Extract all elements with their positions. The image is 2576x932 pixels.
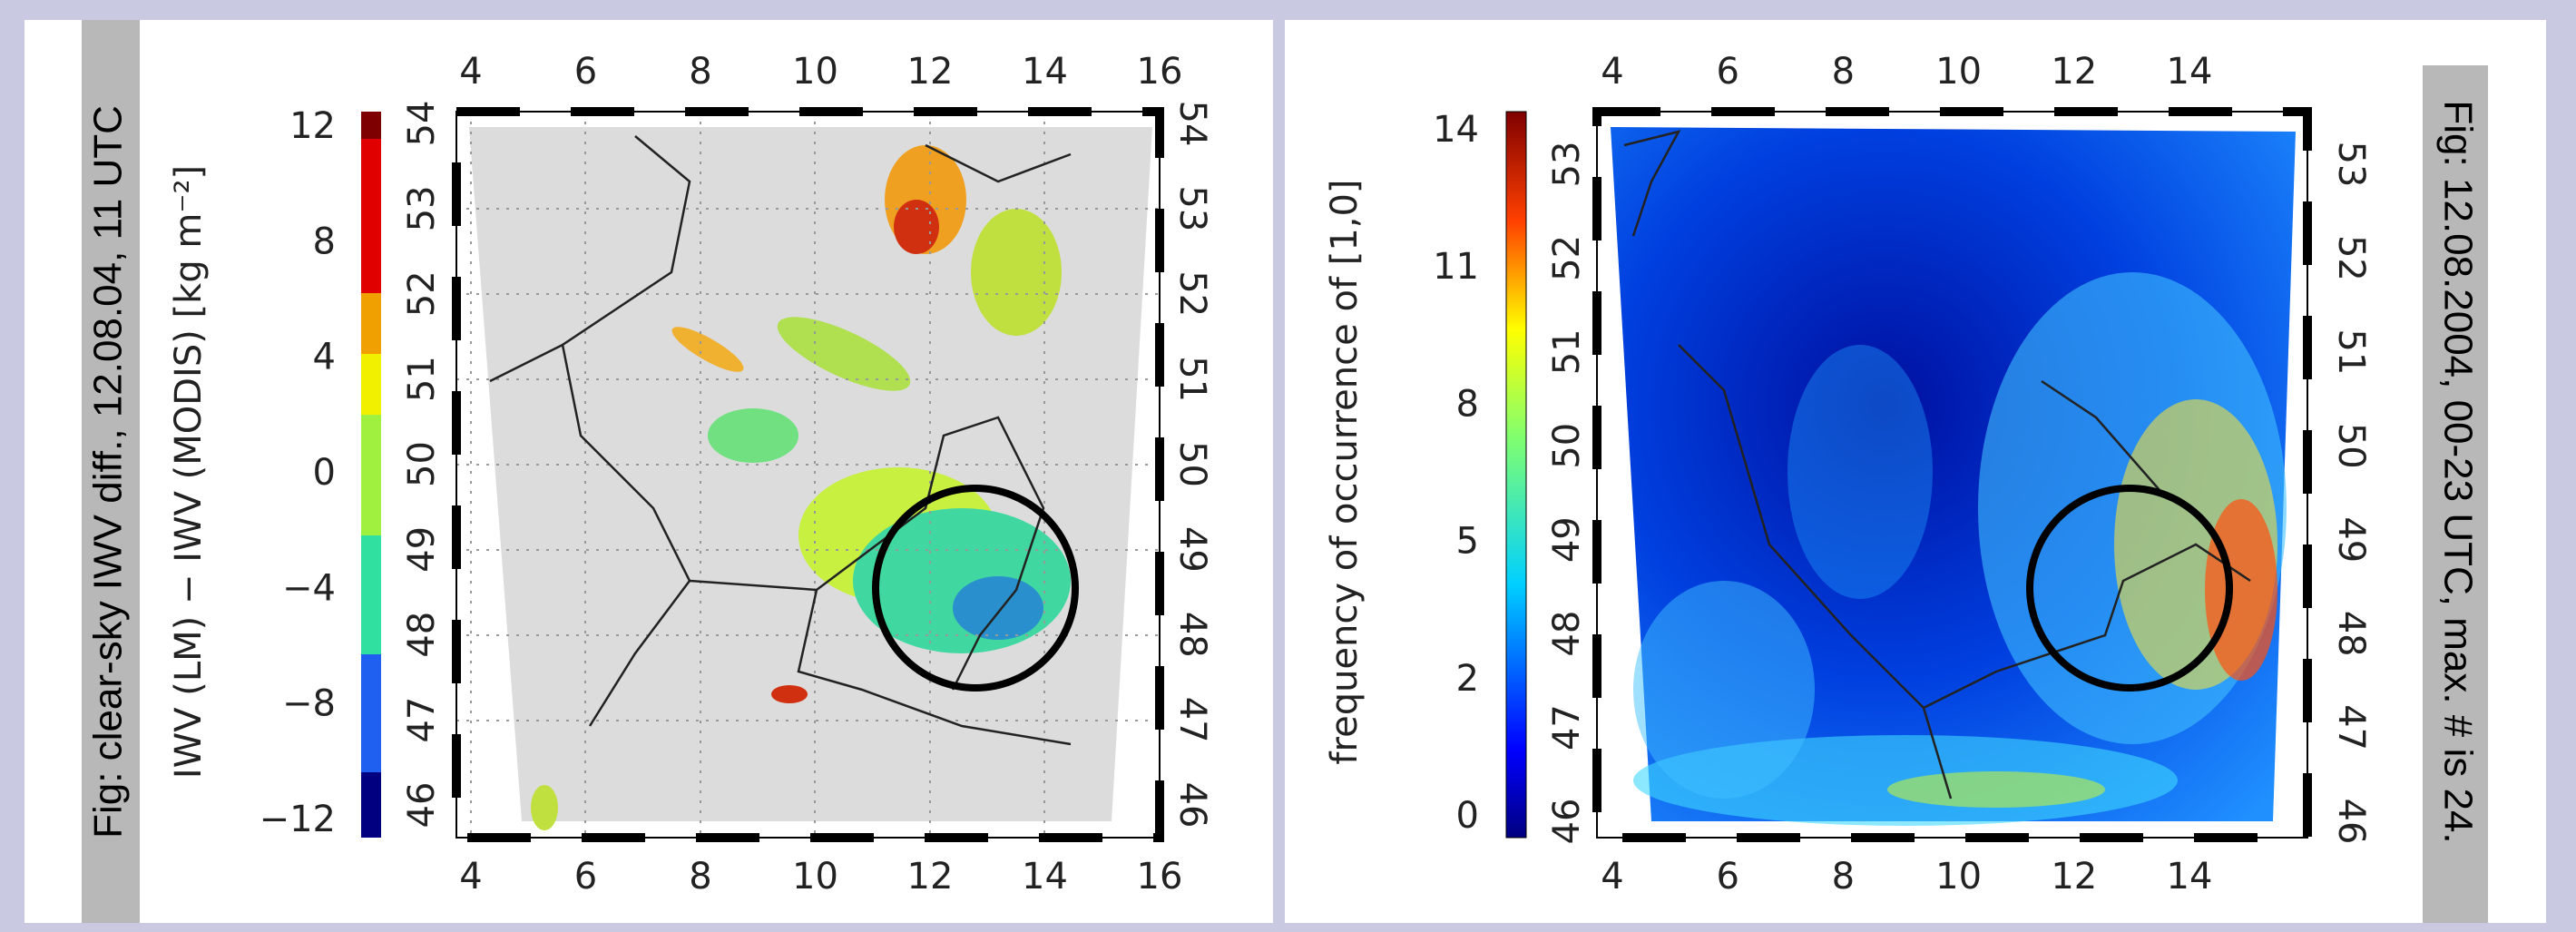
colorbar-tick-label: −8 — [282, 683, 336, 725]
lat-label: 47 — [1546, 704, 1588, 751]
colorbar-tick-label: 0 — [1456, 795, 1479, 837]
lat-label: 51 — [1171, 356, 1213, 402]
lon-label: 6 — [1716, 51, 1739, 93]
lon-label: 12 — [907, 51, 954, 93]
colorbar-tick-label: 12 — [289, 105, 336, 147]
map-left — [456, 112, 1160, 838]
colorbar-right — [1505, 111, 1527, 839]
lat-label: 54 — [401, 101, 443, 147]
colorbar-tick-label: 4 — [313, 337, 336, 378]
lon-label: 14 — [2167, 51, 2213, 93]
lon-label: 4 — [459, 51, 482, 93]
lat-label: 52 — [401, 270, 443, 317]
lon-label: 6 — [574, 51, 597, 93]
colorbar-tick-label: 8 — [313, 221, 336, 262]
lat-label: 54 — [1171, 101, 1213, 147]
colorbar-tick-label: 0 — [313, 452, 336, 494]
map-frame — [455, 111, 1161, 839]
lat-label: 52 — [1171, 270, 1213, 317]
lat-label: 48 — [401, 612, 443, 658]
lat-label: 47 — [1171, 697, 1213, 743]
lat-label: 53 — [1546, 142, 1588, 188]
lon-label: 6 — [1716, 856, 1739, 898]
lon-label: 10 — [1935, 51, 1982, 93]
map-right — [1611, 127, 2296, 826]
colorbar-label: frequency of occurrence of [1,0] — [1324, 179, 1366, 764]
lon-label: 10 — [1935, 856, 1982, 898]
lon-label: 12 — [2051, 51, 2097, 93]
lon-label: 12 — [2051, 856, 2097, 898]
lat-label: 47 — [401, 697, 443, 743]
colorbar-left — [361, 112, 381, 838]
lon-label: 6 — [574, 856, 597, 898]
lat-label: 51 — [401, 356, 443, 402]
lat-label: 50 — [1546, 423, 1588, 469]
lat-label: 50 — [1171, 441, 1213, 487]
lat-label: 46 — [1546, 799, 1588, 845]
lat-label: 53 — [2330, 142, 2372, 188]
lat-label: 46 — [1171, 782, 1213, 829]
lat-label: 51 — [2330, 329, 2372, 375]
lat-label: 51 — [1546, 329, 1588, 375]
figure-caption: Fig: clear-sky IWV diff., 12.08.04, 11 U… — [86, 105, 131, 839]
lat-label: 48 — [1546, 611, 1588, 657]
colorbar-tick-label: 14 — [1433, 109, 1479, 151]
lon-label: 14 — [1022, 51, 1068, 93]
colorbar-tick-label: −4 — [282, 567, 336, 609]
figure-caption: Fig: 12.08.2004, 00-23 UTC, max. # is 24… — [2435, 100, 2480, 843]
colorbar-label: IWV (LM) − IWV (MODIS) [kg m⁻²] — [168, 165, 210, 779]
lat-label: 52 — [2330, 235, 2372, 281]
lat-label: 48 — [1171, 612, 1213, 658]
lon-label: 10 — [792, 51, 838, 93]
lon-label: 8 — [689, 51, 711, 93]
lat-label: 52 — [1546, 235, 1588, 281]
lat-label: 47 — [2330, 704, 2372, 751]
colorbar-tick-label: 11 — [1433, 246, 1479, 288]
caption-strip — [2423, 65, 2488, 923]
lat-label: 46 — [2330, 799, 2372, 845]
lat-label: 49 — [2330, 516, 2372, 563]
lon-label: 4 — [1601, 856, 1623, 898]
lon-label: 12 — [907, 856, 954, 898]
lon-label: 4 — [459, 856, 482, 898]
lat-label: 48 — [2330, 611, 2372, 657]
lon-label: 8 — [1832, 51, 1855, 93]
lat-label: 50 — [401, 441, 443, 487]
colorbar-tick-label: 8 — [1456, 383, 1479, 425]
lat-label: 53 — [401, 185, 443, 231]
colorbar-tick-label: −12 — [260, 799, 336, 840]
lat-label: 50 — [2330, 423, 2372, 469]
colorbar-tick-label: 5 — [1456, 521, 1479, 563]
lat-label: 49 — [401, 526, 443, 573]
caption-strip — [82, 20, 140, 923]
lat-label: 49 — [1546, 516, 1588, 563]
lat-label: 46 — [401, 782, 443, 829]
lon-label: 14 — [1022, 856, 1068, 898]
map-frame — [1596, 111, 2308, 839]
lon-label: 8 — [689, 856, 711, 898]
lon-label: 14 — [2167, 856, 2213, 898]
lon-label: 10 — [792, 856, 838, 898]
lon-label: 8 — [1832, 856, 1855, 898]
highlight-circle — [872, 485, 1079, 692]
lat-label: 53 — [1171, 185, 1213, 231]
lat-label: 49 — [1171, 526, 1213, 573]
highlight-circle — [2026, 485, 2233, 692]
lon-label: 16 — [1137, 51, 1183, 93]
lon-label: 4 — [1601, 51, 1623, 93]
colorbar-tick-label: 2 — [1456, 658, 1479, 700]
lon-label: 16 — [1137, 856, 1183, 898]
